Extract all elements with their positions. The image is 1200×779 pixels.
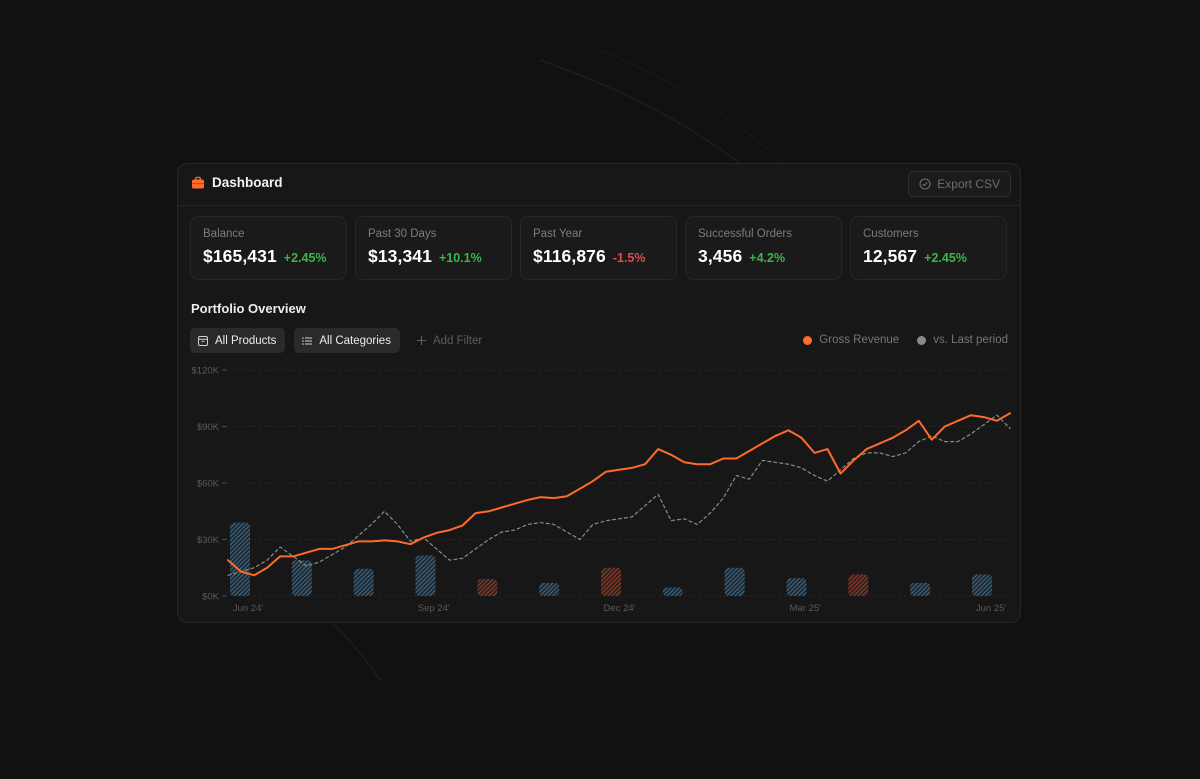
stat-value: $13,341 <box>368 246 432 266</box>
all-categories-label: All Categories <box>319 334 391 347</box>
legend-item-last-period: vs. Last period <box>917 334 1008 346</box>
page-title: Dashboard <box>212 175 283 190</box>
bar-red <box>477 579 498 596</box>
export-csv-button[interactable]: Export CSV <box>908 171 1011 197</box>
x-tick-label: Jun 24' <box>233 603 264 614</box>
stat-label: Customers <box>863 228 919 240</box>
section-title: Portfolio Overview <box>191 301 306 316</box>
box-icon <box>198 335 208 346</box>
legend-label: vs. Last period <box>933 334 1008 346</box>
stat-value: 12,567 <box>863 246 918 266</box>
axis-label-layer: $0K $30K $60K $90K $120K Jun 24' Sep 24' Dec 24… <box>192 366 1007 615</box>
line-last-period <box>227 414 1011 576</box>
x-tick-label: Mar 25' <box>790 603 822 614</box>
bar-blue <box>662 587 683 596</box>
stats-row: Balance $165,431 +2.45% Past 30 Days $13… <box>190 216 1007 280</box>
add-filter-label: Add Filter <box>432 334 483 347</box>
stat-label: Balance <box>203 228 245 240</box>
y-tick-label: $0K <box>202 592 220 603</box>
stat-change: -1.5% <box>612 251 646 265</box>
y-tick-label: $60K <box>197 479 220 490</box>
export-csv-label: Export CSV <box>937 177 1000 191</box>
line-layer <box>227 412 1011 577</box>
y-tick-label: $120K <box>192 366 220 377</box>
list-icon <box>302 336 313 345</box>
legend-item-gross-revenue: Gross Revenue <box>803 334 899 346</box>
filter-bar: All Products All Categories Add Filter <box>190 328 491 353</box>
bar-blue <box>230 522 250 596</box>
stat-change: +2.45% <box>283 251 327 265</box>
all-products-filter[interactable]: All Products <box>190 328 286 353</box>
grid-layer <box>222 369 1010 597</box>
bar-blue <box>724 567 745 596</box>
y-tick-label: $90K <box>197 422 220 433</box>
bar-blue <box>353 568 374 596</box>
x-tick-label: Dec 24' <box>604 603 636 614</box>
stat-value: $165,431 <box>203 246 277 266</box>
stat-change: +10.1% <box>438 251 482 265</box>
stat-card-customers: Customers 12,567 +2.45% <box>850 216 1007 280</box>
bar-blue <box>910 582 931 596</box>
x-tick-label: Sep 24' <box>418 603 450 614</box>
bar-blue <box>415 555 436 596</box>
stat-label: Successful Orders <box>698 228 792 240</box>
all-categories-filter[interactable]: All Categories <box>294 328 400 353</box>
x-tick-label: Jun 25' <box>976 603 1007 614</box>
stat-card-past-30-days: Past 30 Days $13,341 +10.1% <box>355 216 512 280</box>
y-tick-label: $30K <box>197 535 220 546</box>
legend-label: Gross Revenue <box>819 334 900 346</box>
bar-blue <box>972 574 992 596</box>
legend-dot-orange <box>803 335 813 345</box>
stat-value: $116,876 <box>533 246 606 266</box>
bar-blue <box>291 560 312 596</box>
line-gross-revenue <box>227 412 1011 577</box>
stat-card-past-year: Past Year $116,876 -1.5% <box>520 216 677 280</box>
bar-blue <box>539 582 560 596</box>
dashboard-header: Dashboard Export CSV <box>178 164 1020 206</box>
stat-card-successful-orders: Successful Orders 3,456 +4.2% <box>685 216 842 280</box>
dashboard-card: Dashboard Export CSV Balance $165,431 +2… <box>177 163 1021 623</box>
add-filter-button[interactable]: Add Filter <box>409 328 491 353</box>
portfolio-chart: $0K $30K $60K $90K $120K Jun 24' Sep 24' Dec 24… <box>192 366 1011 615</box>
stat-change: +2.45% <box>924 251 967 265</box>
stat-value: 3,456 <box>698 246 743 266</box>
bar-red <box>601 567 621 596</box>
check-circle-icon <box>919 178 931 190</box>
stat-card-balance: Balance $165,431 +2.45% <box>190 216 347 280</box>
chart-legend: Gross Revenue vs. Last period <box>803 334 1008 346</box>
bar-layer <box>230 522 992 596</box>
bar-blue <box>786 578 807 596</box>
stat-label: Past 30 Days <box>368 228 437 240</box>
legend-dot-gray <box>917 335 927 345</box>
stat-change: +4.2% <box>749 251 786 265</box>
briefcase-icon <box>192 176 204 188</box>
all-products-label: All Products <box>215 334 277 347</box>
bar-red <box>848 574 869 596</box>
stat-label: Past Year <box>533 228 583 240</box>
title-group: Dashboard <box>191 175 283 190</box>
plus-icon <box>416 336 426 345</box>
